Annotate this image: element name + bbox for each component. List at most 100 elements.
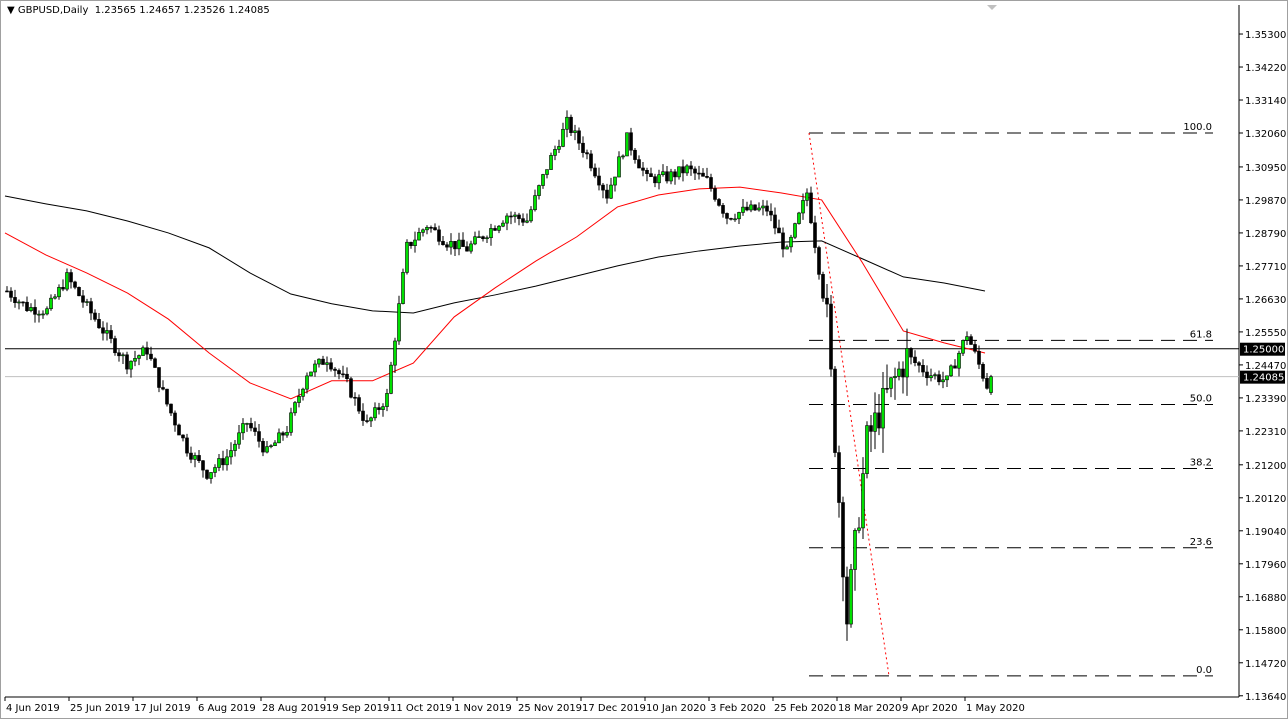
candle-bullish (309, 371, 313, 377)
candle-bullish (29, 307, 33, 312)
candle-bearish (521, 218, 525, 223)
candle-bullish (393, 340, 397, 366)
candle-bearish (729, 218, 733, 220)
candle-bearish (845, 576, 849, 625)
candle-bullish (417, 232, 421, 241)
candle-bearish (261, 440, 265, 453)
candle-bearish (913, 356, 917, 364)
triangle-down-icon[interactable]: ▼ (7, 5, 18, 16)
candle-bearish (361, 410, 365, 421)
candle-bearish (113, 338, 117, 354)
candle-bearish (73, 281, 77, 288)
candle-bearish (777, 227, 781, 234)
candle-bullish (849, 569, 853, 625)
candle-bullish (217, 458, 221, 468)
candle-bullish (549, 155, 553, 170)
candle-bullish (853, 530, 857, 570)
candle-bullish (929, 375, 933, 379)
candle-bearish (117, 352, 121, 357)
ohlc-readout: 1.23565 1.24657 1.23526 1.24085 (94, 5, 270, 16)
candle-bearish (257, 431, 261, 442)
candle-bullish (793, 223, 797, 238)
candle-bearish (5, 290, 9, 293)
date-tick-label: 25 Nov 2019 (518, 703, 582, 714)
candle-bearish (705, 176, 709, 178)
candle-bearish (925, 371, 929, 379)
candle-bearish (901, 368, 905, 378)
candle-bearish (977, 351, 981, 365)
candle-bullish (301, 388, 305, 397)
candle-bullish (405, 241, 409, 273)
candle-bullish (105, 330, 109, 334)
fib-level-label: 50.0 (1190, 393, 1212, 404)
candle-bullish (389, 364, 393, 394)
candle-bearish (869, 425, 873, 432)
date-tick-label: 19 Sep 2019 (326, 703, 389, 714)
candle-bearish (585, 152, 589, 155)
candle-bearish (641, 167, 645, 171)
candle-bearish (601, 184, 605, 191)
candle-bullish (501, 222, 505, 227)
candle-bullish (657, 174, 661, 184)
candle-bearish (377, 407, 381, 410)
candle-bearish (321, 358, 325, 365)
candle-bullish (857, 527, 861, 531)
candle-bullish (141, 347, 145, 356)
candle-bearish (833, 368, 837, 453)
candle-bullish (289, 412, 293, 433)
candle-bullish (273, 442, 277, 447)
candle-bullish (897, 368, 901, 377)
candle-bearish (189, 452, 193, 460)
current-price-label: 1.24085 (1243, 373, 1284, 384)
candle-bearish (581, 142, 585, 153)
horizontal-line-price-label: 1.25000 (1243, 345, 1284, 356)
candle-bullish (225, 456, 229, 466)
price-tick-label: 1.29870 (1245, 196, 1286, 207)
candle-bearish (333, 368, 337, 371)
candle-bearish (341, 373, 345, 376)
candle-bullish (477, 236, 481, 238)
candle-bearish (769, 210, 773, 216)
date-tick-label: 25 Feb 2020 (774, 703, 836, 714)
candle-bearish (681, 166, 685, 174)
candle-bearish (453, 241, 457, 250)
candle-bullish (397, 303, 401, 342)
candle-bullish (313, 363, 317, 373)
candle-bearish (917, 362, 921, 366)
candle-bullish (873, 412, 877, 432)
candle-bullish (533, 195, 537, 211)
fib-trendline (808, 132, 890, 676)
date-tick-label: 11 Oct 2019 (390, 703, 452, 714)
candle-bearish (9, 290, 13, 298)
candle-bearish (597, 175, 601, 186)
candle-bearish (877, 412, 881, 429)
candle-bullish (497, 225, 501, 231)
candle-bullish (613, 176, 617, 186)
candle-bearish (629, 132, 633, 151)
candle-bearish (221, 458, 225, 466)
candle-bullish (449, 241, 453, 248)
price-tick-label: 1.22310 (1245, 427, 1286, 438)
candle-bullish (277, 432, 281, 444)
date-tick-label: 17 Jul 2019 (134, 703, 191, 714)
candle-bullish (861, 473, 865, 529)
price-tick-label: 1.13640 (1245, 692, 1286, 703)
candle-bearish (197, 455, 201, 461)
candle-bearish (645, 170, 649, 174)
candle-bullish (505, 215, 509, 224)
candle-bullish (233, 443, 237, 451)
candle-bearish (753, 204, 757, 211)
candle-bearish (173, 412, 177, 426)
fib-level-label: 100.0 (1183, 122, 1212, 133)
candle-bearish (837, 452, 841, 503)
candle-bearish (253, 427, 257, 432)
candle-bullish (949, 365, 953, 377)
candle-bullish (941, 379, 945, 383)
candle-bullish (401, 272, 405, 304)
candle-bearish (593, 167, 597, 177)
candle-bearish (177, 424, 181, 436)
candle-bearish (713, 188, 717, 200)
candle-bullish (513, 214, 517, 217)
